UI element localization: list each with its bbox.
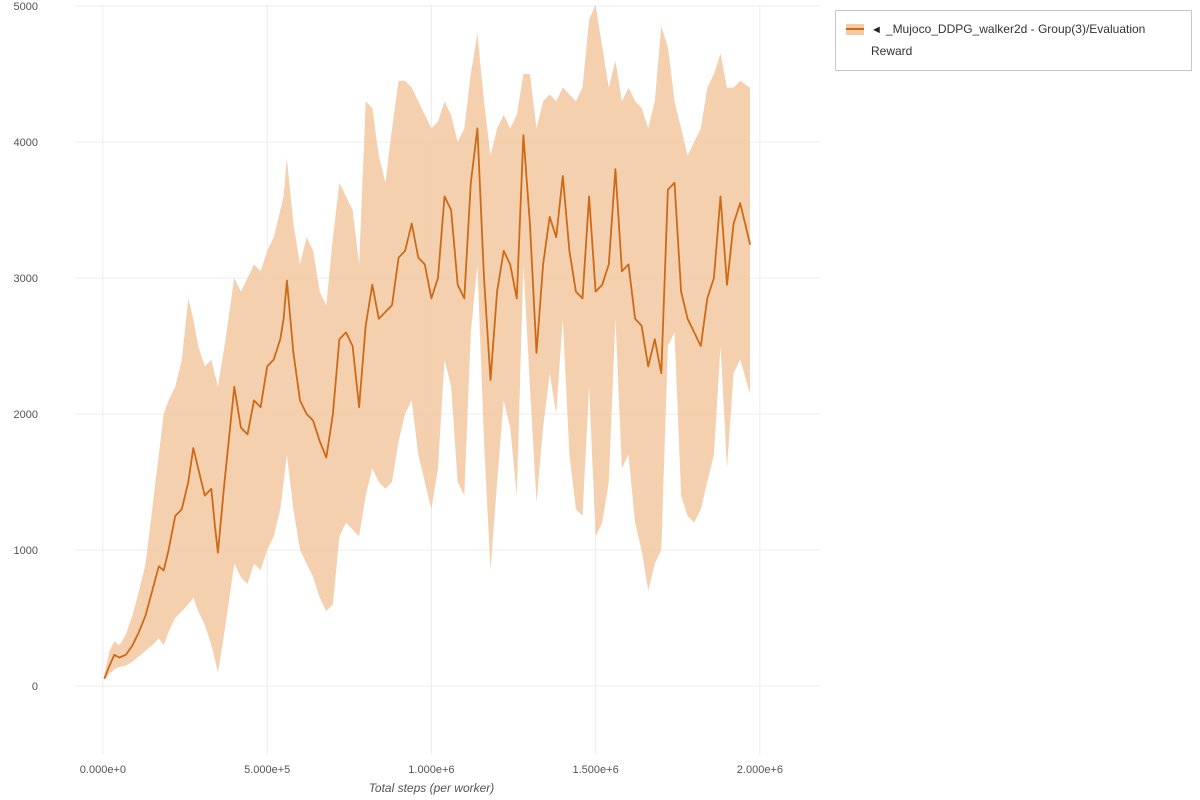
x-tick-label: 2.000e+6	[737, 764, 783, 776]
y-tick-label: 4000	[14, 137, 38, 149]
x-axis-title: Total steps (per worker)	[368, 781, 495, 795]
legend-label: _Mujoco_DDPG_walker2d - Group(3)/Evaluat…	[871, 22, 1146, 58]
x-tick-label: 0.000e+0	[80, 764, 126, 776]
y-tick-label: 1000	[14, 545, 38, 557]
legend-entry: ◄ _Mujoco_DDPG_walker2d - Group(3)/Evalua…	[871, 19, 1181, 62]
y-tick-label: 5000	[14, 1, 38, 13]
legend-box[interactable]: ◄ _Mujoco_DDPG_walker2d - Group(3)/Evalua…	[835, 10, 1192, 72]
legend-swatch-line	[846, 28, 864, 30]
x-tick-label: 1.000e+6	[408, 764, 454, 776]
series-line[interactable]	[103, 127, 751, 679]
confidence-band	[104, 5, 751, 681]
x-tick-label: 5.000e+5	[244, 764, 290, 776]
y-tick-label: 3000	[14, 273, 38, 285]
y-tick-label: 0	[32, 681, 38, 693]
y-tick-label: 2000	[14, 409, 38, 421]
x-tick-label: 1.500e+6	[573, 764, 619, 776]
chart-canvas[interactable]: 0 1000 2000 3000 4000 5000 0.000e+0 5.000e+5 1.0…	[0, 0, 830, 800]
legend-swatch-icon	[846, 24, 864, 35]
legend-collapse-icon[interactable]: ◄	[871, 24, 882, 36]
